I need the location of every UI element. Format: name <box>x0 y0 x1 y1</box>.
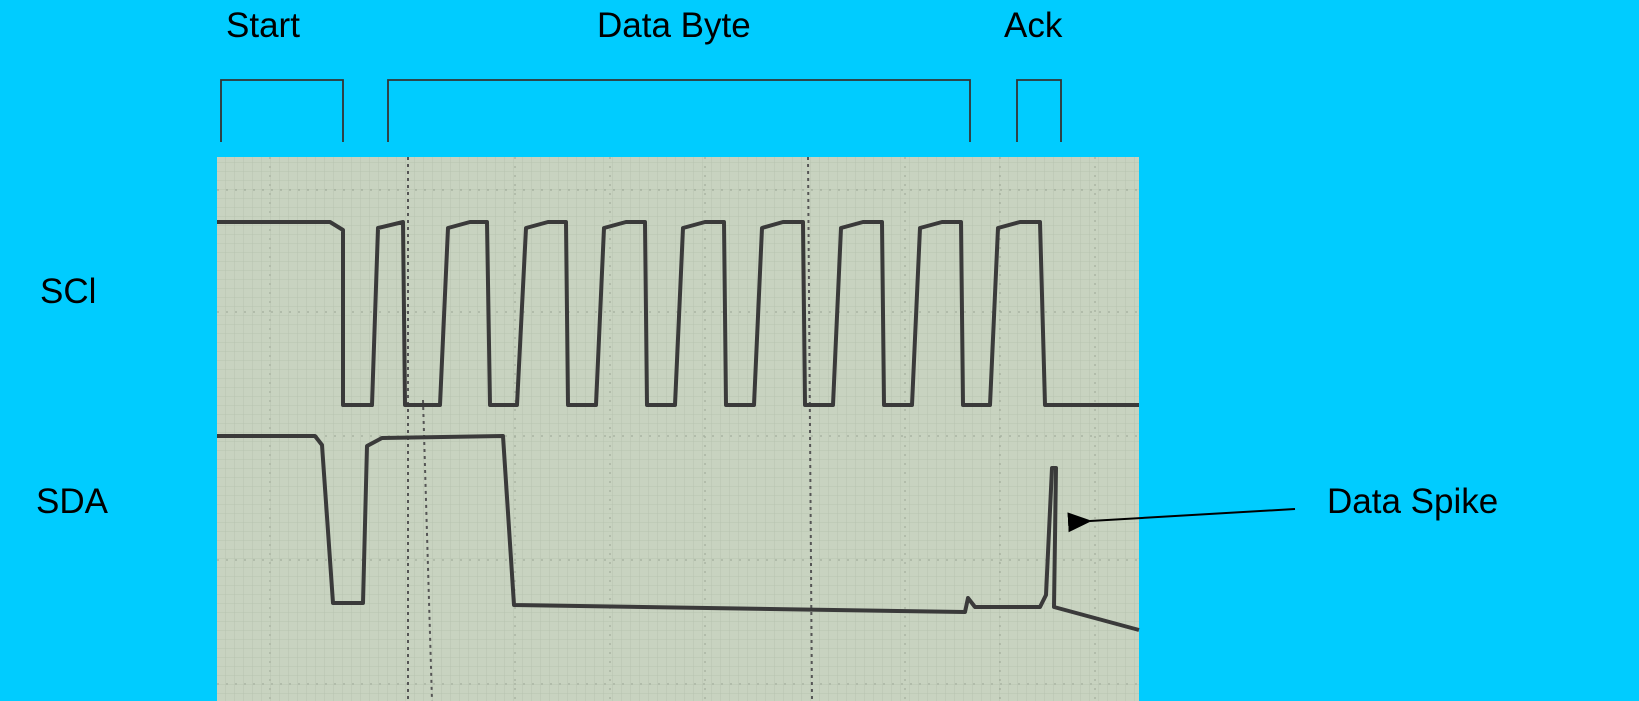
data-byte-bracket <box>387 79 971 142</box>
data-spike-label: Data Spike <box>1327 482 1499 521</box>
oscilloscope-screen <box>217 156 1139 701</box>
start-bracket <box>220 79 344 142</box>
sda-label: SDA <box>36 482 108 521</box>
data-byte-label: Data Byte <box>597 6 751 45</box>
scl-trace <box>217 220 1139 407</box>
ack-bracket <box>1016 79 1062 142</box>
sda-trace <box>217 434 1140 632</box>
scl-label: SCl <box>40 272 97 311</box>
ack-label: Ack <box>1004 6 1063 45</box>
segment-brackets <box>220 79 1062 142</box>
start-label: Start <box>226 6 300 45</box>
left-arrow-icon <box>1067 508 1296 533</box>
